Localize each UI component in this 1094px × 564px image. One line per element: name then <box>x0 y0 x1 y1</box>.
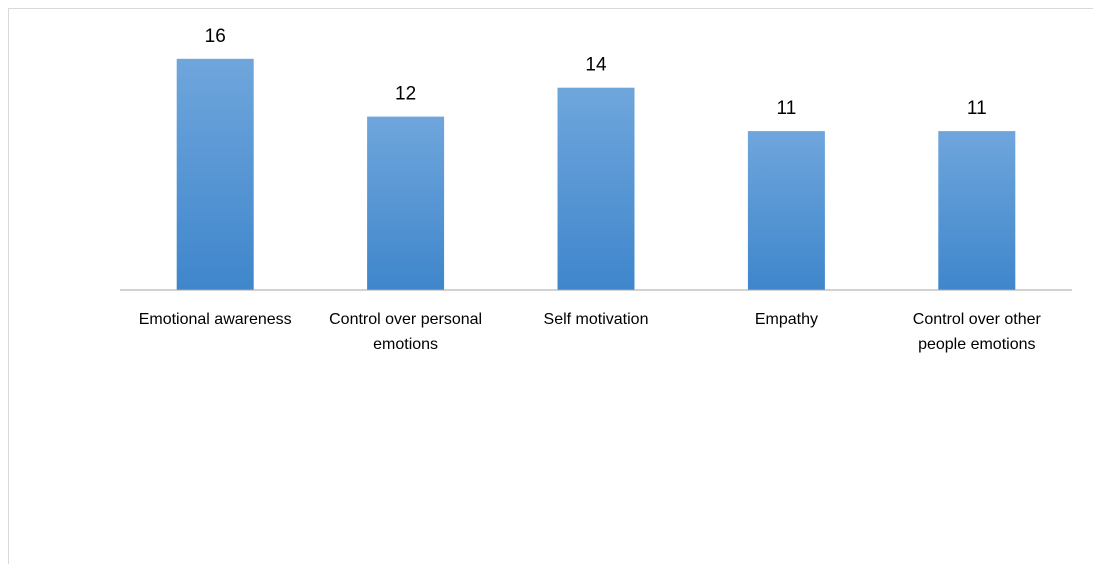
data-label-1: 16 <box>205 26 226 47</box>
data-label-3: 14 <box>585 55 607 76</box>
bar-1 <box>176 58 254 290</box>
category-label-3: Self motivation <box>544 311 649 328</box>
category-label-line: Control over personal <box>329 311 482 328</box>
category-label-line: Self motivation <box>544 311 649 328</box>
category-labels-group: Emotional awareness Control over personal… <box>139 311 1042 353</box>
category-label-line: Emotional awareness <box>139 311 292 328</box>
data-label-4: 11 <box>777 98 797 119</box>
category-label-1: Emotional awareness <box>139 311 292 328</box>
bar-3 <box>557 87 635 290</box>
category-label-line: Empathy <box>755 311 818 328</box>
category-label-4: Empathy <box>755 311 818 328</box>
category-label-5: Control over other people emotions <box>913 311 1042 353</box>
bar-4 <box>747 131 825 290</box>
data-label-5: 11 <box>967 98 987 119</box>
bar-2 <box>367 116 445 290</box>
bar-5 <box>938 131 1016 290</box>
data-label-2: 12 <box>395 84 416 105</box>
data-labels-group: 16 12 14 11 11 <box>205 26 987 119</box>
category-label-line: emotions <box>373 336 438 353</box>
bars-group <box>176 58 1016 290</box>
category-label-line: Control over other <box>913 311 1042 328</box>
category-label-2: Control over personal emotions <box>329 311 482 353</box>
category-label-line: people emotions <box>918 336 1035 353</box>
